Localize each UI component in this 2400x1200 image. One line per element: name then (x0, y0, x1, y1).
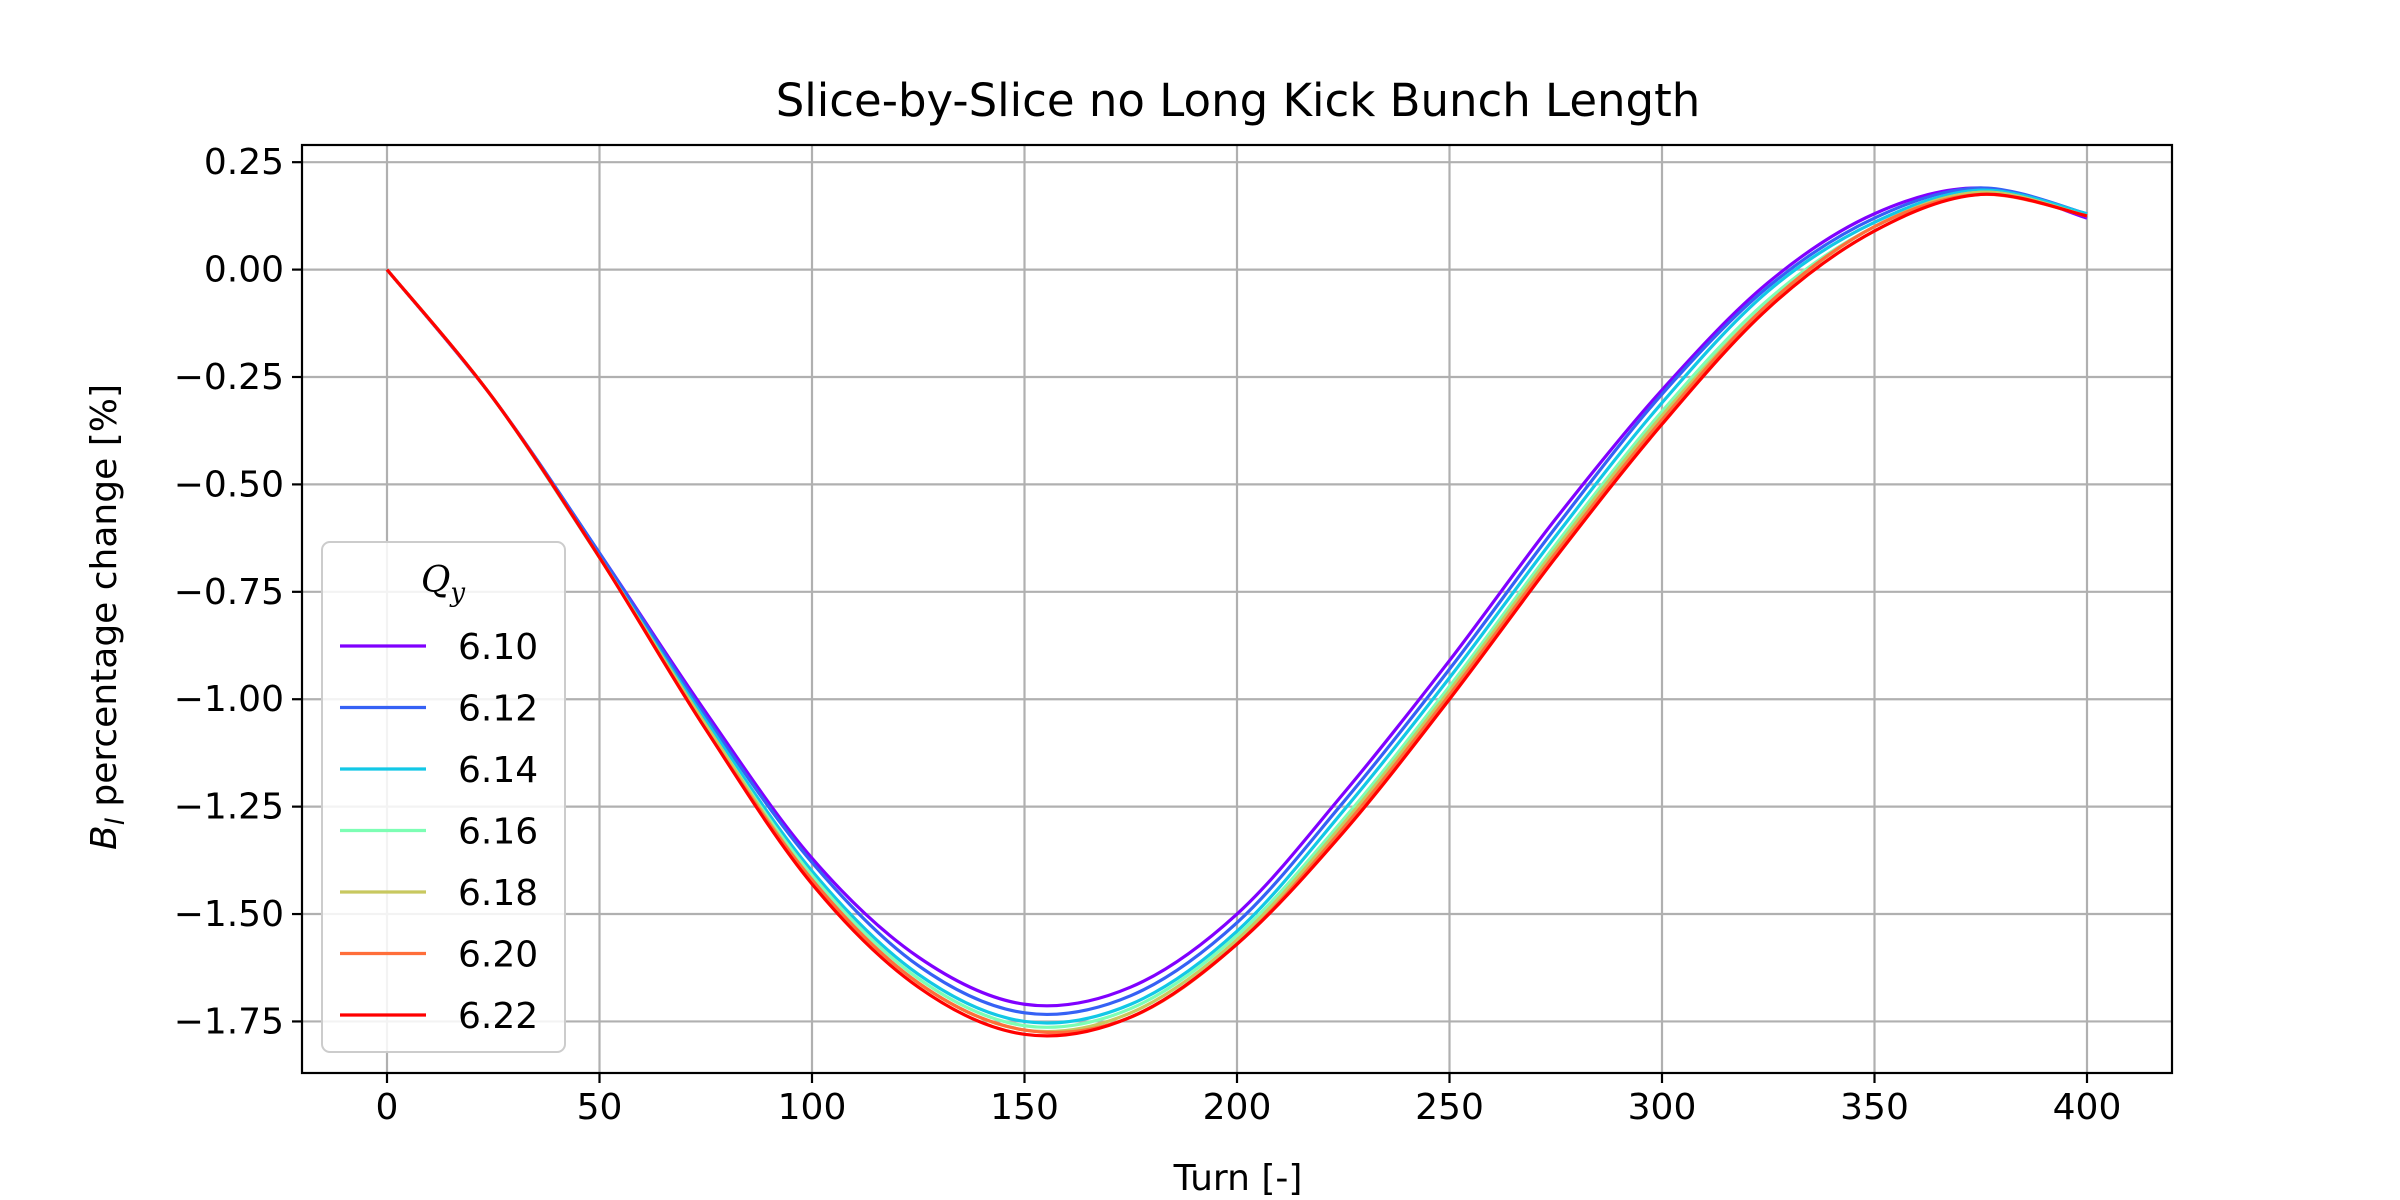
y-tick-label: −0.75 (174, 572, 284, 613)
x-tick-label: 100 (778, 1087, 847, 1128)
y-tick-label: −1.00 (174, 679, 284, 720)
y-tick-label: −0.25 (174, 357, 284, 398)
x-axis-label: Turn [-] (1173, 1158, 1303, 1199)
x-tick-label: 350 (1840, 1087, 1909, 1128)
series-line-6.12 (385, 186, 2088, 1017)
x-tick-label: 300 (1628, 1087, 1697, 1128)
legend-label: 6.10 (458, 627, 538, 668)
legend-title-symbol: Q (421, 560, 451, 601)
y-tick-label: 0.00 (204, 250, 284, 291)
y-tick-label: 0.25 (204, 142, 284, 183)
y-axis-label-symbol: B (84, 825, 125, 850)
legend-title: Qy (421, 560, 466, 608)
legend-box (321, 541, 566, 1053)
y-tick-label: −1.50 (174, 894, 284, 935)
x-tick-label: 400 (2053, 1087, 2122, 1128)
chart-title: Slice-by-Slice no Long Kick Bunch Length (776, 74, 1701, 127)
y-axis-label-text: percentage change [%] (84, 384, 125, 818)
legend-label: 6.14 (458, 750, 538, 791)
x-tick-label: 50 (577, 1087, 623, 1128)
legend-label: 6.18 (458, 873, 538, 914)
y-axis-label-subscript: l (101, 817, 131, 825)
legend-title-subscript: y (449, 578, 465, 608)
y-tick-label: −0.50 (174, 464, 284, 505)
grid (302, 145, 2172, 1073)
y-axis-label: Bl percentage change [%] (84, 384, 131, 850)
y-tick-label: −1.75 (174, 1001, 284, 1042)
y-tick-label: −1.25 (174, 787, 284, 828)
x-axis: 0 50 100 150 200 250 300 350 400 (376, 1073, 2122, 1128)
legend-entries: 6.10 6.12 6.14 6.16 6.18 6.20 6.22 (340, 627, 538, 1037)
y-axis: 0.25 0.00 −0.25 −0.50 −0.75 −1.00 −1.25 −1.50 −1… (174, 142, 302, 1042)
legend-label: 6.20 (458, 935, 538, 976)
legend-label: 6.16 (458, 812, 538, 853)
legend-label: 6.22 (458, 996, 538, 1037)
legend-label: 6.12 (458, 689, 538, 730)
series-line-6.22 (385, 192, 2088, 1038)
x-tick-label: 150 (990, 1087, 1059, 1128)
x-tick-label: 200 (1203, 1087, 1272, 1128)
legend: Qy 6.10 6.12 6.14 6.16 6.18 6.20 6.22 (321, 541, 566, 1053)
x-tick-label: 0 (376, 1087, 399, 1128)
plot-lines (385, 186, 2088, 1038)
x-tick-label: 250 (1415, 1087, 1484, 1128)
